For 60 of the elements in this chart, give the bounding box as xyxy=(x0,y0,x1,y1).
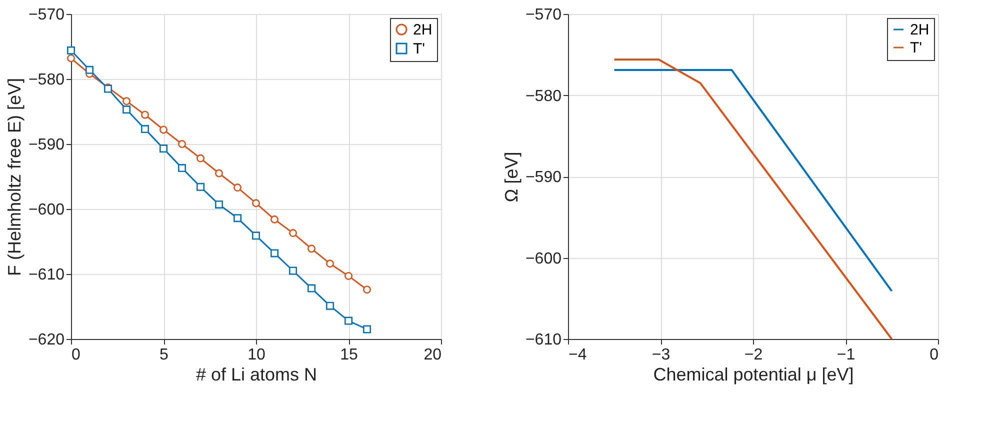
y-tick-label: −620 xyxy=(28,332,65,348)
x-tick-label: 10 xyxy=(248,346,266,364)
point xyxy=(178,164,186,172)
point xyxy=(252,199,260,208)
point xyxy=(270,249,279,258)
point xyxy=(159,144,168,153)
point xyxy=(196,154,205,162)
x-tick-label: −3 xyxy=(652,346,670,364)
point xyxy=(362,325,372,334)
y-axis-title: F (Helmholtz free E) [eV] xyxy=(4,78,24,276)
point xyxy=(159,126,168,134)
y-axis-title: Ω [eV] xyxy=(501,152,522,202)
y-tick-label: −580 xyxy=(28,72,65,88)
y-tick-label: −580 xyxy=(525,88,562,105)
point xyxy=(233,214,242,222)
point xyxy=(122,106,131,114)
x-tick-label: −1 xyxy=(836,346,856,364)
legend-label: T' xyxy=(413,40,426,58)
point xyxy=(344,316,353,325)
y-tick-label: −590 xyxy=(525,169,562,186)
y-tick-label: −600 xyxy=(28,202,65,218)
point xyxy=(214,169,224,178)
point xyxy=(270,215,279,224)
point xyxy=(233,184,242,192)
point xyxy=(307,244,316,253)
point xyxy=(288,266,298,275)
y-tick-label: −570 xyxy=(525,6,562,24)
point xyxy=(140,125,150,134)
point xyxy=(196,182,205,191)
x-tick-label: −2 xyxy=(744,346,763,364)
x-tick-label: 0 xyxy=(72,346,80,364)
point xyxy=(362,286,372,294)
x-tick-label: 15 xyxy=(340,346,358,364)
x-tick-label: 5 xyxy=(160,346,169,364)
x-tick-label: −4 xyxy=(568,346,587,364)
point xyxy=(66,54,76,62)
y-tick-label: −570 xyxy=(28,6,65,24)
x-tick-label: 0 xyxy=(930,346,939,364)
y-tick-label: −590 xyxy=(28,136,65,154)
legend-label: 2H xyxy=(413,22,432,38)
point xyxy=(214,200,224,208)
legend-label: 2H xyxy=(910,22,930,38)
legend-label: T' xyxy=(910,40,922,56)
y-tick-label: −610 xyxy=(28,266,65,284)
point xyxy=(344,272,353,280)
y-tick-label: −600 xyxy=(525,250,562,268)
point xyxy=(122,97,131,106)
point xyxy=(307,284,316,292)
x-tick-label: 20 xyxy=(424,346,442,364)
point xyxy=(66,46,76,54)
point xyxy=(252,232,260,240)
point xyxy=(85,66,94,74)
point xyxy=(178,140,186,148)
point xyxy=(326,302,334,310)
point xyxy=(326,260,334,268)
y-tick-label: −610 xyxy=(525,332,562,348)
point xyxy=(140,110,150,119)
point xyxy=(288,229,298,238)
x-axis-title: # of Li atoms N xyxy=(196,364,318,384)
x-axis-title: Chemical potential μ [eV] xyxy=(653,364,854,384)
